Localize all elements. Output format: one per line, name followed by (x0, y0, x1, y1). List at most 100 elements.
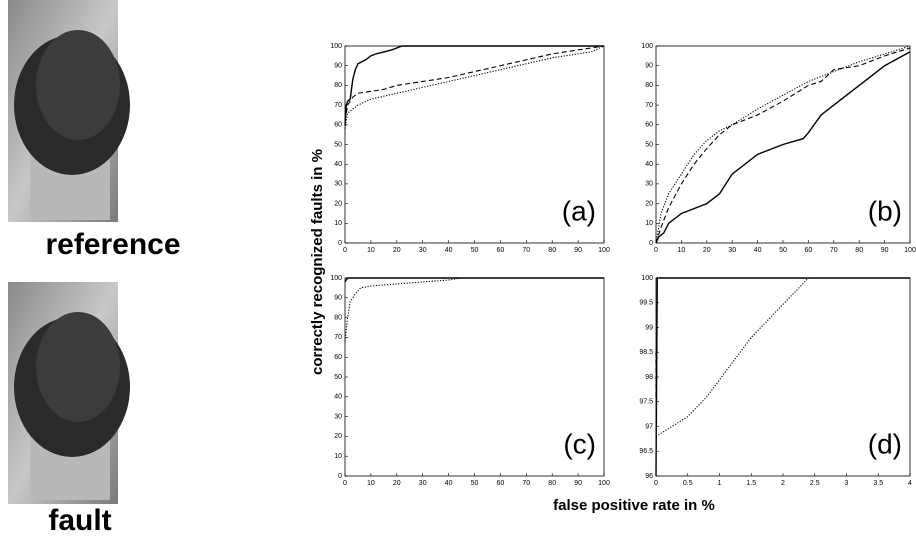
line-series (655, 277, 809, 437)
x-tick-label: 0.5 (683, 480, 693, 487)
panel-label: (d) (868, 428, 902, 459)
y-tick-label: 30 (334, 413, 342, 420)
x-tick-label: 20 (393, 247, 401, 254)
x-tick-label: 20 (703, 247, 711, 254)
x-tick-label: 1 (718, 480, 722, 487)
y-tick-label: 0 (649, 240, 653, 247)
y-tick-label: 40 (334, 161, 342, 168)
line-series (344, 45, 604, 125)
line-series (655, 47, 911, 244)
y-tick-label: 10 (645, 220, 653, 227)
y-tick-label: 0 (338, 240, 342, 247)
y-tick-label: 20 (334, 200, 342, 207)
y-tick-label: 100 (330, 43, 342, 50)
x-tick-label: 90 (881, 247, 889, 254)
y-tick-label: 60 (645, 122, 653, 129)
line-series (655, 51, 911, 244)
x-tick-label: 2 (781, 480, 785, 487)
y-axis-label: correctly recognized faults in % (309, 149, 326, 375)
panel-label: (c) (563, 428, 596, 459)
y-tick-label: 96 (645, 473, 653, 480)
x-axis-label: false positive rate in % (553, 497, 715, 514)
y-tick-label: 10 (334, 220, 342, 227)
x-tick-label: 40 (445, 480, 453, 487)
y-tick-label: 40 (645, 161, 653, 168)
y-tick-label: 97.5 (639, 399, 653, 406)
y-tick-label: 90 (645, 63, 653, 70)
x-tick-label: 90 (574, 247, 582, 254)
y-tick-label: 99 (645, 324, 653, 331)
y-tick-label: 70 (334, 334, 342, 341)
fault-photo (8, 282, 130, 504)
x-tick-label: 4 (908, 480, 912, 487)
x-tick-label: 70 (522, 247, 530, 254)
y-tick-label: 80 (334, 82, 342, 89)
line-series (344, 277, 604, 342)
x-tick-label: 30 (419, 480, 427, 487)
x-tick-label: 100 (598, 480, 610, 487)
x-tick-label: 80 (548, 480, 556, 487)
y-tick-label: 100 (641, 275, 653, 282)
x-tick-label: 70 (522, 480, 530, 487)
image-label: reference (45, 228, 180, 261)
y-tick-label: 100 (641, 43, 653, 50)
x-tick-label: 80 (855, 247, 863, 254)
x-tick-label: 3 (845, 480, 849, 487)
y-tick-label: 50 (645, 141, 653, 148)
y-tick-label: 99.5 (639, 300, 653, 307)
y-tick-label: 20 (334, 433, 342, 440)
y-tick-label: 60 (334, 354, 342, 361)
x-tick-label: 90 (574, 480, 582, 487)
y-tick-label: 50 (334, 374, 342, 381)
y-tick-label: 70 (645, 102, 653, 109)
x-tick-label: 10 (367, 247, 375, 254)
y-tick-label: 0 (338, 473, 342, 480)
line-series (655, 277, 910, 477)
y-tick-label: 100 (330, 275, 342, 282)
x-tick-label: 0 (654, 247, 658, 254)
line-series (344, 45, 605, 121)
x-tick-label: 50 (471, 247, 479, 254)
line-series (344, 277, 604, 283)
x-tick-label: 20 (393, 480, 401, 487)
reference-photo (8, 0, 130, 222)
x-tick-label: 2.5 (810, 480, 820, 487)
x-tick-label: 0 (343, 247, 347, 254)
x-tick-label: 80 (548, 247, 556, 254)
y-tick-label: 80 (334, 314, 342, 321)
y-tick-label: 20 (645, 200, 653, 207)
y-tick-label: 90 (334, 295, 342, 302)
panel-label: (b) (868, 195, 902, 226)
x-tick-label: 50 (471, 480, 479, 487)
y-tick-label: 40 (334, 394, 342, 401)
image-label: fault (48, 504, 111, 537)
x-tick-label: 0 (343, 480, 347, 487)
y-tick-label: 98 (645, 374, 653, 381)
y-tick-label: 90 (334, 63, 342, 70)
x-tick-label: 30 (419, 247, 427, 254)
y-tick-label: 98.5 (639, 349, 653, 356)
y-tick-label: 30 (334, 181, 342, 188)
panel-label: (a) (562, 195, 596, 226)
y-tick-label: 80 (645, 82, 653, 89)
line-series (655, 45, 911, 244)
x-tick-label: 40 (445, 247, 453, 254)
y-tick-label: 50 (334, 141, 342, 148)
x-tick-label: 60 (805, 247, 813, 254)
x-tick-label: 10 (367, 480, 375, 487)
y-tick-label: 30 (645, 181, 653, 188)
x-tick-label: 60 (497, 480, 505, 487)
x-tick-label: 1.5 (746, 480, 756, 487)
x-tick-label: 10 (678, 247, 686, 254)
line-series (344, 45, 605, 129)
y-tick-label: 96.5 (639, 448, 653, 455)
x-tick-label: 70 (830, 247, 838, 254)
x-tick-label: 30 (728, 247, 736, 254)
x-tick-label: 60 (497, 247, 505, 254)
y-tick-label: 60 (334, 122, 342, 129)
x-tick-label: 40 (754, 247, 762, 254)
y-tick-label: 10 (334, 453, 342, 460)
x-tick-label: 100 (904, 247, 916, 254)
x-tick-label: 0 (654, 480, 658, 487)
